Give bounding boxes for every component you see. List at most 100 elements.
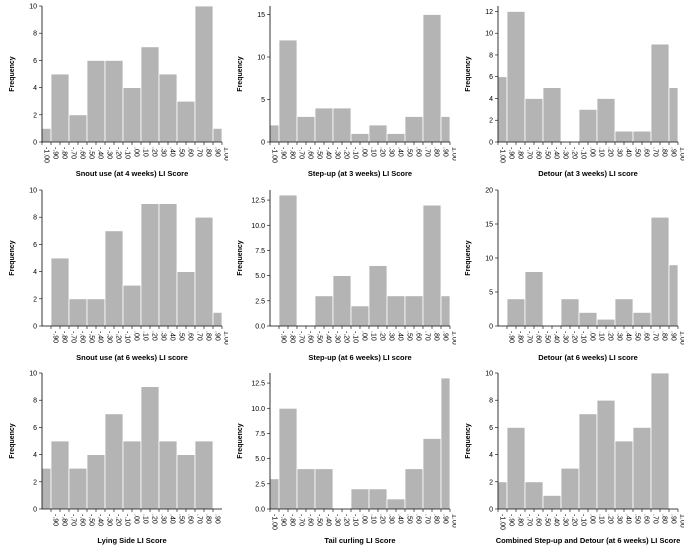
histogram-svg: 0.0 2.5 5.0 7.5 10.0 12.5 -.90 -.80 -.70 -.60 -.50… bbox=[237, 190, 456, 362]
histogram-bar bbox=[650, 43, 670, 143]
x-tick-label: -.70 bbox=[70, 331, 77, 343]
x-tick-label: .90 bbox=[442, 147, 449, 157]
histogram-svg: 0 2 4 6 8 10 -1.00 -.90 -.80 -.70 -.60 -.50 -.40 -.30… bbox=[9, 4, 228, 179]
y-axis-label: Frequency bbox=[9, 423, 16, 459]
x-tick-label: .20 bbox=[151, 147, 158, 157]
y-axis-label: Frequency bbox=[465, 240, 472, 276]
x-tick-label: -.80 bbox=[517, 147, 524, 159]
y-tick-label: 0 bbox=[261, 140, 265, 147]
histogram-bar bbox=[368, 488, 388, 510]
histogram-panel-1: 0 2 4 6 8 10 -1.00 -.90 -.80 -.70 -.60 -.50 -.40 -.30… bbox=[0, 0, 228, 182]
x-tick-label: -.10 bbox=[124, 147, 131, 159]
x-tick-label: .70 bbox=[424, 331, 431, 341]
x-tick-label: .80 bbox=[433, 147, 440, 157]
histogram-bar bbox=[50, 73, 70, 143]
y-tick-label: 4 bbox=[489, 452, 493, 459]
y-tick-label: 5 bbox=[489, 290, 493, 297]
y-axis-label: Frequency bbox=[237, 56, 244, 92]
x-tick-label: .00 bbox=[133, 514, 140, 524]
x-tick-label: -.70 bbox=[526, 331, 533, 343]
x-tick-label: -.60 bbox=[307, 514, 314, 526]
x-tick-label: .60 bbox=[187, 331, 194, 341]
y-tick-label: 10 bbox=[29, 4, 37, 11]
x-tick-label: .70 bbox=[424, 514, 431, 524]
x-tick-label: -.90 bbox=[508, 331, 515, 343]
histogram-bar bbox=[404, 295, 424, 327]
y-tick-label: 15 bbox=[485, 222, 493, 229]
histogram-bar bbox=[422, 204, 442, 327]
histogram-bar bbox=[41, 127, 52, 143]
y-tick-label: 12 bbox=[485, 9, 493, 16]
x-tick-label: -.30 bbox=[334, 147, 341, 159]
x-tick-label: 1.00 bbox=[679, 514, 685, 528]
x-axis-label: Snout use (at 4 weeks) LI Score bbox=[76, 169, 189, 178]
x-tick-label: .20 bbox=[607, 331, 614, 341]
histogram-bar bbox=[386, 295, 406, 327]
x-tick-label: -.80 bbox=[289, 147, 296, 159]
x-tick-label: -.90 bbox=[280, 514, 287, 526]
x-tick-label: .70 bbox=[652, 514, 659, 524]
x-tick-label: .90 bbox=[214, 331, 221, 341]
y-tick-label: 10 bbox=[485, 371, 493, 378]
histogram-bar bbox=[614, 298, 634, 327]
x-tick-label: -.20 bbox=[115, 514, 122, 526]
histogram-bar bbox=[506, 427, 526, 510]
x-tick-label: .30 bbox=[388, 331, 395, 341]
histogram-bar bbox=[194, 5, 214, 143]
x-tick-label: -.20 bbox=[343, 514, 350, 526]
x-tick-label: -.80 bbox=[289, 514, 296, 526]
x-tick-label: -.50 bbox=[544, 147, 551, 159]
x-tick-label: .00 bbox=[361, 514, 368, 524]
histogram-bar bbox=[368, 265, 388, 327]
y-axis-label: Frequency bbox=[9, 240, 16, 276]
x-tick-label: .80 bbox=[433, 514, 440, 524]
x-tick-label: -1.00 bbox=[271, 147, 278, 163]
x-tick-label: .00 bbox=[133, 147, 140, 157]
x-tick-label: .30 bbox=[388, 514, 395, 524]
x-tick-label: .70 bbox=[652, 147, 659, 157]
histogram-bar bbox=[332, 107, 352, 143]
x-axis-label: Detour (at 3 weeks) LI score bbox=[538, 169, 638, 178]
histogram-svg: 0 2 4 6 8 10 -1.00 -.90 -.80 -.70 -.60 -.50 -.40 -.30… bbox=[465, 371, 685, 546]
x-tick-label: -.40 bbox=[97, 331, 104, 343]
y-tick-label: 10 bbox=[485, 256, 493, 263]
x-tick-label: .60 bbox=[415, 514, 422, 524]
histogram-bar bbox=[524, 271, 544, 327]
x-axis-label: Tail curling LI Score bbox=[324, 536, 395, 545]
histogram-bar bbox=[140, 46, 160, 143]
x-tick-label: .10 bbox=[142, 514, 149, 524]
x-tick-label: .50 bbox=[634, 514, 641, 524]
x-tick-label: -.20 bbox=[571, 147, 578, 159]
x-tick-label: -.10 bbox=[580, 514, 587, 526]
x-tick-label: .30 bbox=[160, 147, 167, 157]
histogram-bar bbox=[524, 481, 544, 510]
histogram-bar bbox=[524, 98, 544, 143]
histogram-bar bbox=[404, 468, 424, 510]
x-tick-label: -.10 bbox=[580, 147, 587, 159]
histogram-bar bbox=[176, 100, 196, 143]
x-tick-label: -.40 bbox=[553, 514, 560, 526]
histogram-bar bbox=[176, 271, 196, 327]
histogram-bar bbox=[668, 264, 679, 327]
y-tick-label: 10 bbox=[485, 31, 493, 38]
y-tick-label: 12.5 bbox=[251, 381, 265, 388]
histogram-bar bbox=[314, 468, 334, 510]
y-tick-label: 15 bbox=[257, 12, 265, 19]
histogram-bar bbox=[86, 454, 106, 510]
histogram-bar bbox=[158, 73, 178, 143]
x-tick-label: -.30 bbox=[106, 147, 113, 159]
x-tick-label: -.40 bbox=[553, 147, 560, 159]
histogram-bar bbox=[278, 39, 298, 143]
x-tick-label: .70 bbox=[196, 147, 203, 157]
x-tick-label: .00 bbox=[589, 147, 596, 157]
y-tick-label: 0 bbox=[489, 324, 493, 331]
histogram-bar bbox=[404, 116, 424, 143]
x-tick-label: -.60 bbox=[79, 514, 86, 526]
x-tick-label: -.50 bbox=[316, 514, 323, 526]
x-tick-label: .00 bbox=[589, 331, 596, 341]
histogram-bar bbox=[596, 399, 616, 510]
histogram-bar bbox=[596, 318, 616, 327]
x-tick-label: -.80 bbox=[517, 331, 524, 343]
y-tick-label: 0 bbox=[33, 324, 37, 331]
x-tick-label: -.30 bbox=[106, 331, 113, 343]
